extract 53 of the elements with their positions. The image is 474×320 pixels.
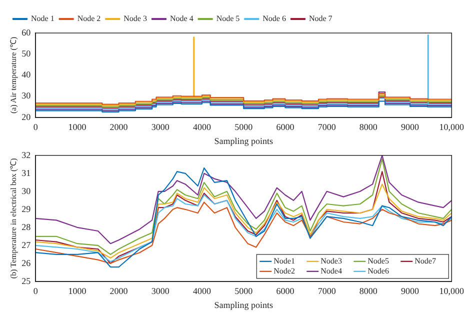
x-tick-label: 2000 — [110, 286, 128, 296]
y-tick-label: 29 — [22, 204, 32, 214]
y-tick-label: 40 — [22, 70, 32, 80]
x-tick-label: 3000 — [151, 122, 170, 132]
x-tick-label: 0 — [33, 122, 38, 132]
x-axis-title: Sampling points — [214, 300, 274, 310]
legend-label: Node 7 — [308, 14, 332, 24]
x-tick-label: 1000 — [68, 122, 87, 132]
x-tick-label: 6000 — [276, 286, 295, 296]
legend-label: Node6 — [368, 266, 389, 276]
legend-label: Node1 — [274, 256, 295, 266]
x-tick-label: 5000 — [234, 286, 254, 296]
legend-label: Node 3 — [124, 14, 147, 24]
x-tick-label: 6000 — [276, 122, 295, 132]
x-tick-label: 8000 — [359, 122, 378, 132]
x-axis-title: Sampling points — [214, 136, 274, 146]
x-tick-label: 7000 — [318, 122, 336, 132]
y-tick-label: 27 — [22, 240, 32, 250]
x-tick-label: 4000 — [193, 122, 212, 132]
y-tick-label: 25 — [22, 276, 32, 286]
y-tick-label: 60 — [22, 27, 32, 38]
x-tick-label: 10,000 — [439, 122, 464, 132]
x-tick-label: 1000 — [68, 286, 87, 296]
y-tick-label: 28 — [22, 222, 32, 232]
legend-label: Node5 — [368, 256, 389, 266]
y-tick-label: 26 — [22, 258, 32, 268]
y-axis-title: (b) Temperature in electrical box (℃) — [8, 158, 18, 279]
legend-label: Node3 — [320, 256, 342, 266]
y-tick-label: 30 — [22, 186, 32, 196]
legend-label: Node 1 — [31, 14, 54, 24]
legend-label: Node 5 — [216, 14, 240, 24]
y-tick-label: 31 — [22, 168, 31, 178]
legend-label: Node 2 — [77, 14, 101, 24]
x-tick-label: 0 — [33, 286, 38, 296]
x-tick-label: 7000 — [318, 286, 336, 296]
x-tick-label: 8000 — [359, 286, 378, 296]
legend-label: Node2 — [274, 266, 295, 276]
y-axis-title: (a) Air temperature (℃) — [8, 36, 18, 114]
x-tick-label: 5000 — [234, 122, 254, 132]
legend-label: Node 6 — [262, 14, 286, 24]
x-tick-label: 10,000 — [439, 286, 464, 296]
x-tick-label: 2000 — [110, 122, 128, 132]
x-tick-label: 9000 — [401, 286, 420, 296]
x-tick-label: 9000 — [401, 122, 420, 132]
legend-label: Node7 — [414, 256, 436, 266]
x-tick-label: 3000 — [151, 286, 170, 296]
x-tick-label: 4000 — [193, 286, 212, 296]
legend-label: Node4 — [320, 266, 342, 276]
y-tick-label: 30 — [22, 90, 32, 101]
y-tick-label: 50 — [22, 48, 32, 58]
legend-label: Node 4 — [170, 14, 194, 24]
y-tick-label: 32 — [22, 150, 31, 160]
y-tick-label: 20 — [22, 112, 32, 122]
